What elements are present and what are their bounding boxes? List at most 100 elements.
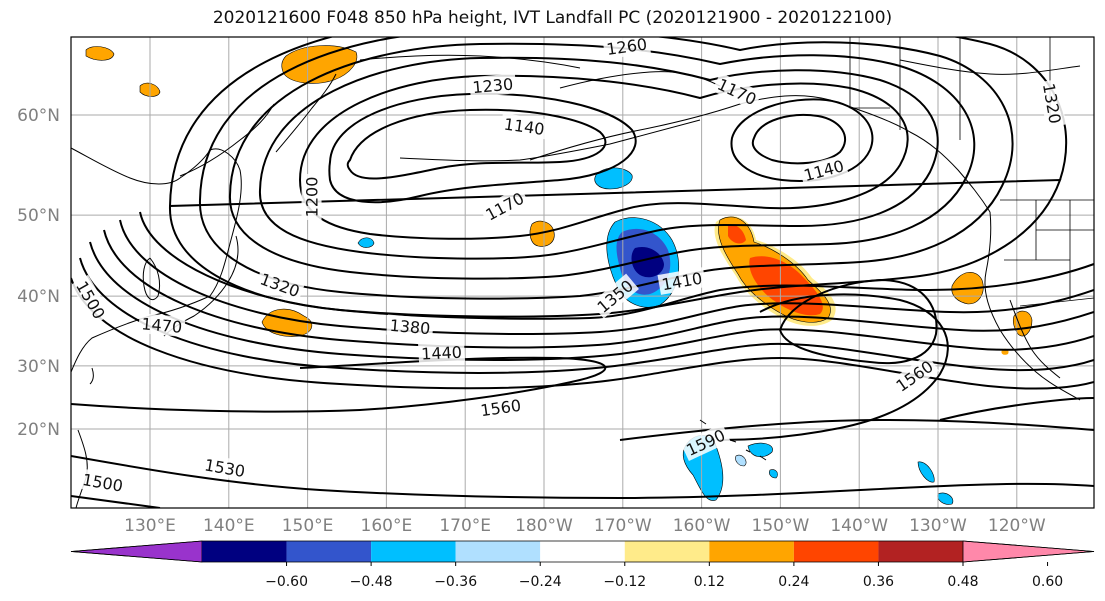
contour-1530-south xyxy=(71,455,1094,500)
contour-label-halo xyxy=(590,273,639,319)
colorbar-bin xyxy=(286,541,372,562)
contour-1500 xyxy=(71,277,1094,390)
contour-label: 1170 xyxy=(479,186,530,226)
colorbar-bin xyxy=(202,541,287,562)
contour-label-text: 1260 xyxy=(605,34,648,58)
alaska-coast xyxy=(529,95,991,213)
positive-anomaly-kamchatka xyxy=(281,45,358,84)
latitude-label: 60°N xyxy=(17,106,60,126)
colorbar-bin xyxy=(540,541,625,562)
contour-label-halo xyxy=(711,72,763,111)
contour-label: 1260 xyxy=(602,34,651,60)
asia-coast xyxy=(71,147,242,373)
colorbar-tick-label: 0.48 xyxy=(947,574,978,590)
contour-label-text: 1140 xyxy=(802,156,846,185)
longitude-label: 130°E xyxy=(124,516,176,536)
contour-1140-west xyxy=(346,108,607,180)
contour-label: 1290 xyxy=(279,4,328,32)
contour-label-halo xyxy=(476,394,525,421)
contour-label: 1500 xyxy=(71,274,112,325)
us-state-borders xyxy=(1004,200,1094,300)
negative-anomaly-hawaii-3 xyxy=(917,461,935,483)
contour-1260 xyxy=(228,42,976,280)
latitude-label: 50°N xyxy=(17,206,60,226)
contour-1350 xyxy=(139,211,1094,320)
contour-label-halo xyxy=(680,423,731,462)
contour-label-text: 1500 xyxy=(72,278,109,323)
contour-label-halo xyxy=(479,186,530,226)
colorbar-tick-label: −0.24 xyxy=(519,574,562,590)
latitude-label: 20°N xyxy=(17,420,60,440)
latitude-label: 40°N xyxy=(17,287,60,307)
colorbar-over-arrow xyxy=(962,540,1095,563)
colorbar-tick-label: −0.12 xyxy=(603,574,646,590)
colorbar-bin xyxy=(793,541,879,562)
contour-label-text: 1470 xyxy=(141,314,183,336)
contour-label: 1560 xyxy=(889,354,939,398)
contour-label-halo xyxy=(798,154,849,186)
contour-label: 1230 xyxy=(468,73,517,98)
contour-label-text: 1200 xyxy=(303,177,322,218)
contour-label-halo xyxy=(254,267,306,303)
colorbar-tick-label: 0.12 xyxy=(694,574,725,590)
contour-label-halo xyxy=(71,274,112,325)
contour-label-text: 1140 xyxy=(503,114,546,138)
longitude-label: 120°W xyxy=(988,516,1046,536)
map-title: 2020121600 F048 850 hPa height, IVT Land… xyxy=(212,8,893,28)
contour-label-halo xyxy=(889,354,939,398)
contour-label: 1500 xyxy=(78,468,128,497)
kamchatka-coast xyxy=(275,73,337,153)
colorbar-bin xyxy=(624,541,710,562)
contour-label-halo xyxy=(78,468,128,497)
contour-1590-east xyxy=(939,397,1094,421)
negative-anomaly-hawaii-5 xyxy=(769,469,778,479)
contour-1140-east xyxy=(751,114,846,165)
contour-label-halo xyxy=(386,314,434,339)
contour-label-text: 1560 xyxy=(479,396,522,420)
contour-label-text: 1500 xyxy=(81,470,124,496)
contour-label-halo xyxy=(301,173,322,220)
contour-1440 xyxy=(89,241,1094,361)
contour-label-halo xyxy=(138,313,186,338)
colorbar-tick-label: 0.24 xyxy=(778,574,809,590)
negative-anomaly-core-2 xyxy=(631,246,664,278)
contour-1590 xyxy=(619,418,1094,441)
contour-label-text: 1170 xyxy=(714,75,759,109)
korea-coast xyxy=(142,257,161,301)
colorbar-tick-label: −0.48 xyxy=(350,574,393,590)
contour-label: 13 xyxy=(939,0,969,19)
contour-label: 1440 xyxy=(418,341,466,364)
colorbar-tick-label: 0.60 xyxy=(1032,574,1063,590)
contour-label: 1200 xyxy=(301,173,322,220)
negative-anomaly-aleutian xyxy=(594,167,633,190)
colorbar-tick-label: −0.36 xyxy=(434,574,477,590)
aleutian-chain xyxy=(399,119,701,162)
colorbar-bin xyxy=(455,541,541,562)
contour-1560-east xyxy=(719,293,949,441)
baja-coast xyxy=(1009,299,1061,379)
alaska-border xyxy=(849,37,890,109)
contour-label-halo xyxy=(657,267,707,295)
contour-label-text: 1530 xyxy=(203,455,246,481)
contour-label: 1320 xyxy=(1038,79,1067,128)
positive-anomaly-small-3 xyxy=(529,220,555,247)
colorbar-tick-label: 0.36 xyxy=(863,574,894,590)
colorbar: −0.60 −0.48 −0.36 −0.24 −0.12 0.12 0.24 0.36 0.4… xyxy=(70,540,1095,590)
contour-label-halo xyxy=(602,37,651,60)
colorbar-bin xyxy=(709,541,794,562)
contour-1170-east xyxy=(730,98,874,182)
canada-coast xyxy=(899,59,1081,75)
contour-label-text: 13 xyxy=(941,0,968,16)
contour-1200 xyxy=(298,74,909,240)
longitude-label: 150°E xyxy=(282,516,334,536)
contour-label-halo xyxy=(468,73,517,98)
longitude-label: 170°E xyxy=(439,516,491,536)
colorbar-outline xyxy=(70,540,1095,563)
contour-label: 1410 xyxy=(657,267,707,295)
okhotsk-coast xyxy=(179,103,275,177)
contour-1470 xyxy=(79,257,1094,374)
longitude-label: 140°W xyxy=(830,516,888,536)
contour-label-text: 1440 xyxy=(421,343,463,364)
negative-anomaly-small-west xyxy=(357,237,375,248)
